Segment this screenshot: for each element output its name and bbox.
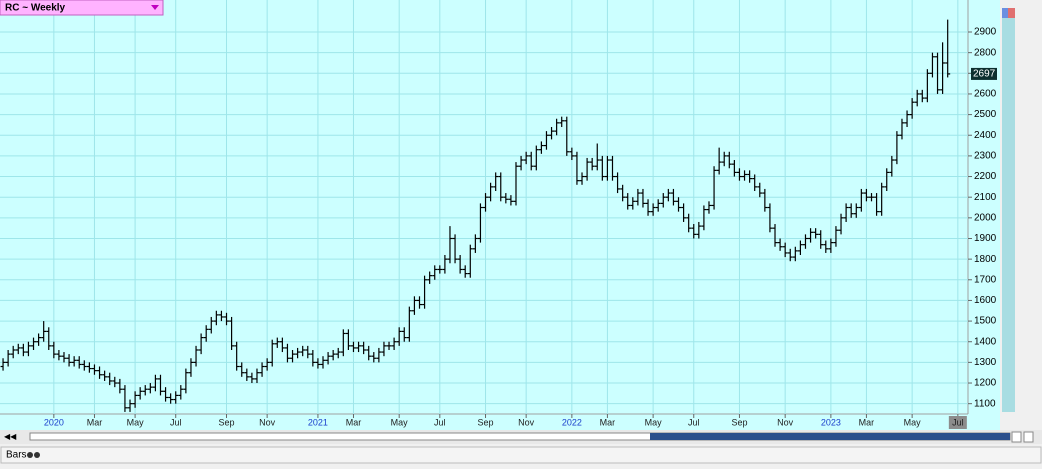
x-tick-label: 2022 bbox=[562, 417, 582, 427]
side-button[interactable] bbox=[1008, 8, 1015, 18]
status-bar bbox=[0, 446, 1042, 464]
x-tick-label: Nov bbox=[518, 417, 535, 427]
y-tick-label: 2800 bbox=[974, 47, 997, 58]
plot-background bbox=[0, 0, 968, 430]
x-tick-label: Mar bbox=[87, 417, 103, 427]
y-tick-label: 1100 bbox=[974, 398, 996, 409]
y-tick-label: 1500 bbox=[974, 316, 997, 327]
y-tick-label: 2100 bbox=[974, 192, 997, 203]
status-text: Bars bbox=[6, 450, 27, 461]
x-tick-highlight bbox=[948, 416, 967, 429]
y-tick-label: 2600 bbox=[974, 89, 997, 100]
x-tick-label: Nov bbox=[777, 417, 794, 427]
y-tick-label: 2300 bbox=[974, 151, 997, 162]
y-tick-label: 1400 bbox=[974, 336, 997, 347]
x-tick-label: Jul bbox=[170, 417, 182, 427]
x-tick-label: 2020 bbox=[44, 417, 64, 427]
y-tick-label: 2900 bbox=[974, 27, 997, 38]
status-icon[interactable] bbox=[27, 452, 33, 458]
x-tick-label: Jul bbox=[688, 417, 700, 427]
x-tick-label: May bbox=[127, 417, 145, 427]
x-tick-label: May bbox=[391, 417, 409, 427]
x-tick-label: Sep bbox=[478, 417, 494, 427]
y-tick-label: 1200 bbox=[974, 378, 997, 389]
x-tick-label: 2021 bbox=[308, 417, 328, 427]
zoom-button[interactable] bbox=[1023, 431, 1034, 443]
x-tick-label: Mar bbox=[600, 417, 616, 427]
y-tick-label: 1300 bbox=[974, 357, 997, 368]
x-tick-label: Nov bbox=[259, 417, 276, 427]
x-tick-label: May bbox=[645, 417, 663, 427]
last-price-box bbox=[971, 67, 997, 80]
side-strip bbox=[1002, 8, 1015, 412]
y-tick-label: 2400 bbox=[974, 130, 997, 141]
side-button[interactable] bbox=[1002, 8, 1008, 18]
chart-title: RC ~ Weekly bbox=[5, 3, 66, 14]
y-tick-label: 1900 bbox=[974, 233, 997, 244]
zoom-button[interactable] bbox=[1011, 431, 1022, 443]
x-tick-label: 2023 bbox=[821, 417, 841, 427]
y-tick-label: 1600 bbox=[974, 295, 997, 306]
x-tick-label: Sep bbox=[219, 417, 235, 427]
y-tick-label: 2200 bbox=[974, 171, 997, 182]
x-tick-label: Jul bbox=[952, 417, 964, 427]
x-tick-label: Jul bbox=[434, 417, 446, 427]
status-icon[interactable] bbox=[34, 452, 40, 458]
y-tick-label: 1800 bbox=[974, 254, 997, 265]
x-tick-label: May bbox=[904, 417, 922, 427]
scroll-left[interactable]: ◀◀ bbox=[4, 432, 17, 441]
title-box[interactable] bbox=[0, 0, 164, 16]
dropdown-arrow[interactable] bbox=[151, 5, 159, 10]
scroll-thumb[interactable] bbox=[650, 433, 1010, 440]
y-tick-label: 1700 bbox=[974, 274, 997, 285]
y-tick-label: 2500 bbox=[974, 109, 997, 120]
last-price-label: 2697 bbox=[973, 69, 996, 80]
x-tick-label: Mar bbox=[346, 417, 362, 427]
x-tick-label: Mar bbox=[859, 417, 875, 427]
y-tick-label: 2000 bbox=[974, 212, 997, 223]
x-tick-label: Sep bbox=[731, 417, 747, 427]
